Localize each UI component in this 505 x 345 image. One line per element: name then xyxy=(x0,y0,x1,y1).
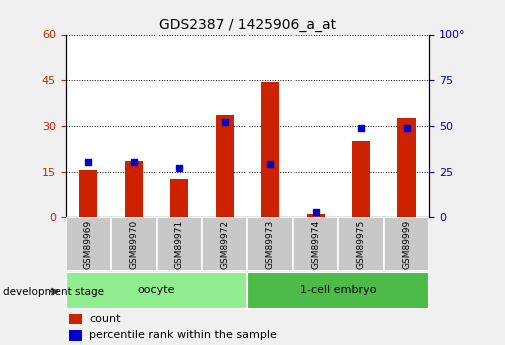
Point xyxy=(84,160,92,165)
Bar xyxy=(111,217,157,271)
Bar xyxy=(66,272,247,309)
Point xyxy=(402,125,411,130)
Text: GSM89972: GSM89972 xyxy=(220,219,229,269)
Bar xyxy=(352,141,370,217)
Bar xyxy=(307,214,325,217)
Bar xyxy=(384,217,429,271)
Text: GSM89975: GSM89975 xyxy=(357,219,366,269)
Point xyxy=(357,125,365,130)
Text: GSM89970: GSM89970 xyxy=(129,219,138,269)
Point xyxy=(130,160,138,165)
Bar xyxy=(69,330,82,341)
Bar xyxy=(125,161,143,217)
Bar xyxy=(202,217,247,271)
Bar xyxy=(79,170,97,217)
Text: GSM89969: GSM89969 xyxy=(84,219,93,269)
Text: count: count xyxy=(89,314,121,324)
Text: development stage: development stage xyxy=(3,287,104,296)
Bar xyxy=(66,217,111,271)
Point xyxy=(221,119,229,125)
Title: GDS2387 / 1425906_a_at: GDS2387 / 1425906_a_at xyxy=(159,18,336,32)
Point xyxy=(266,161,274,167)
Text: GSM89973: GSM89973 xyxy=(266,219,275,269)
Bar xyxy=(69,314,82,324)
Text: GSM89971: GSM89971 xyxy=(175,219,184,269)
Bar xyxy=(338,217,384,271)
Bar xyxy=(261,82,279,217)
Bar xyxy=(397,118,416,217)
Text: GSM89999: GSM89999 xyxy=(402,219,411,269)
Point xyxy=(175,165,183,171)
Bar xyxy=(293,217,338,271)
Point xyxy=(312,209,320,215)
Bar xyxy=(247,272,429,309)
Bar xyxy=(247,217,293,271)
Bar xyxy=(157,217,202,271)
Text: percentile rank within the sample: percentile rank within the sample xyxy=(89,331,277,341)
Bar xyxy=(170,179,188,217)
Text: GSM89974: GSM89974 xyxy=(311,219,320,269)
Bar xyxy=(216,115,234,217)
Text: 1-cell embryo: 1-cell embryo xyxy=(300,285,377,295)
Text: oocyte: oocyte xyxy=(138,285,175,295)
